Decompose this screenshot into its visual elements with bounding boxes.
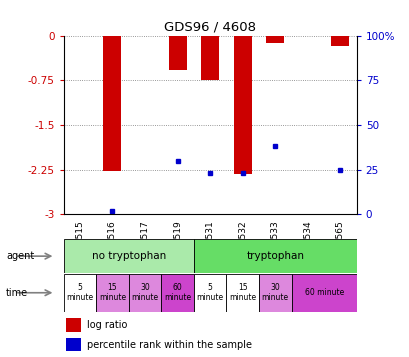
Text: 15
minute: 15 minute	[229, 283, 256, 302]
Title: GDS96 / 4608: GDS96 / 4608	[164, 20, 256, 33]
Bar	[201, 36, 218, 80]
Text: log ratio: log ratio	[87, 320, 127, 330]
Text: 30
minute: 30 minute	[131, 283, 158, 302]
Bar	[291, 274, 356, 312]
Text: 60 minute: 60 minute	[304, 288, 343, 297]
Bar	[258, 274, 291, 312]
Bar	[66, 318, 81, 332]
Bar	[63, 239, 193, 273]
Bar	[66, 338, 81, 351]
Text: no tryptophan: no tryptophan	[91, 251, 165, 261]
Text: 60
minute: 60 minute	[164, 283, 191, 302]
Bar	[330, 36, 348, 46]
Text: 30
minute: 30 minute	[261, 283, 288, 302]
Text: 5
minute: 5 minute	[196, 283, 223, 302]
Bar	[193, 239, 356, 273]
Bar	[193, 274, 226, 312]
Text: agent: agent	[6, 251, 34, 261]
Text: tryptophan: tryptophan	[246, 251, 303, 261]
Text: time: time	[6, 288, 28, 298]
Bar	[63, 274, 96, 312]
Bar	[168, 36, 186, 70]
Bar	[233, 36, 251, 174]
Bar	[128, 274, 161, 312]
Text: percentile rank within the sample: percentile rank within the sample	[87, 340, 252, 350]
Bar	[161, 274, 193, 312]
Text: 15
minute: 15 minute	[99, 283, 126, 302]
Bar	[96, 274, 128, 312]
Text: 5
minute: 5 minute	[66, 283, 93, 302]
Bar	[226, 274, 258, 312]
Bar	[103, 36, 121, 171]
Bar	[266, 36, 283, 43]
